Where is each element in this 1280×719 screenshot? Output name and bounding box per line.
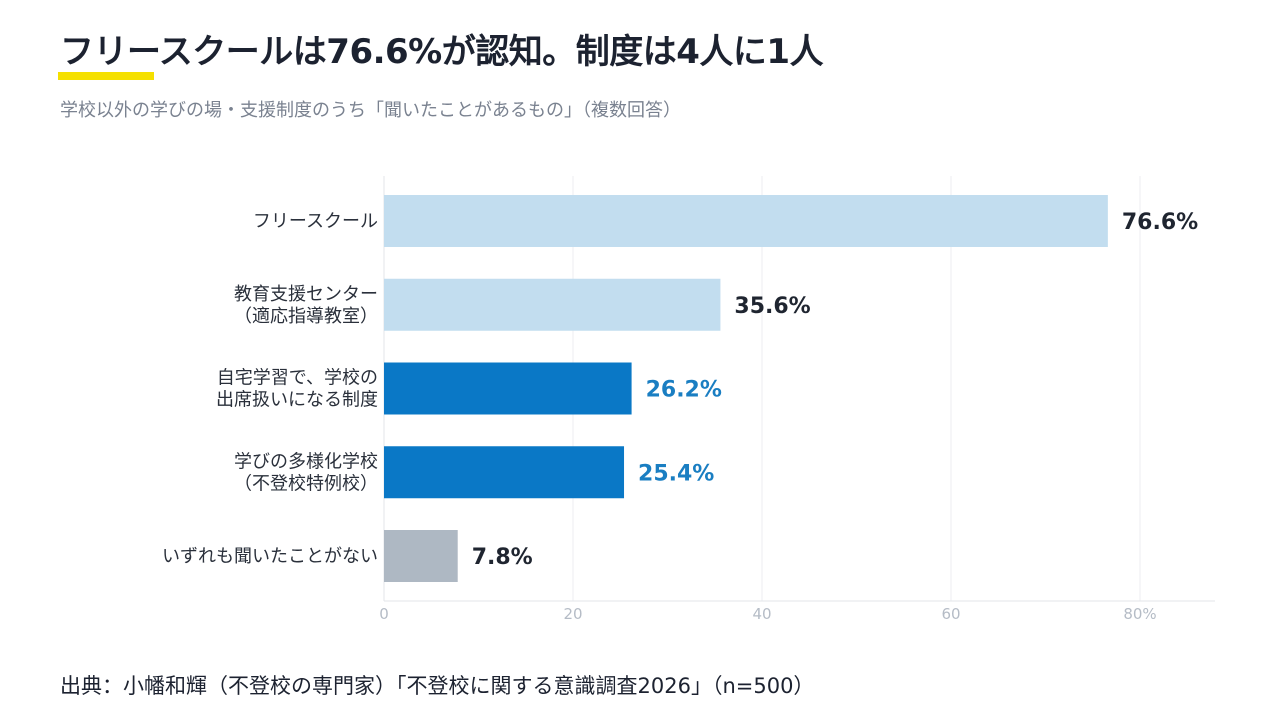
category-label: （不登校特例校） <box>234 473 378 494</box>
bar-chart: 0 20 40 60 80% フリースクール 76.6% 教育支援センター（適応指導教室） 35… <box>162 176 1215 623</box>
category-label: 自宅学習で、学校の <box>217 368 378 389</box>
data-label: 35.6% <box>734 294 810 319</box>
category-label: 教育支援センター <box>234 284 378 305</box>
data-label: 26.2% <box>646 378 722 403</box>
title-accent-underline <box>58 72 154 80</box>
data-label: 25.4% <box>638 461 714 486</box>
category-label: 学びの多様化学校 <box>234 451 378 472</box>
category-label: （適応指導教室） <box>234 306 378 327</box>
bar <box>384 278 721 331</box>
page-title: フリースクールは76.6%が認知。制度は4人に1人 <box>60 32 824 72</box>
x-tick-label: 60 <box>941 605 960 623</box>
bar <box>384 195 1108 247</box>
x-tick-label: 40 <box>752 605 771 623</box>
x-tick-label: 20 <box>563 605 582 623</box>
x-tick-label: 0 <box>379 605 389 623</box>
category-label: フリースクール <box>253 211 378 232</box>
source-note: 出典：小幡和輝（不登校の専門家）「不登校に関する意識調査2026」（n=500） <box>60 674 815 698</box>
category-label: 出席扱いになる制度 <box>216 390 378 411</box>
bar <box>384 362 632 415</box>
data-label: 76.6% <box>1122 210 1198 235</box>
x-tick-label: 80% <box>1123 605 1156 623</box>
page-subtitle: 学校以外の学びの場・支援制度のうち「聞いたことがあるもの」（複数回答） <box>60 100 681 121</box>
category-label: いずれも聞いたことがない <box>162 546 378 567</box>
data-label: 7.8% <box>472 545 533 570</box>
bar <box>384 446 625 499</box>
bar <box>384 530 458 582</box>
